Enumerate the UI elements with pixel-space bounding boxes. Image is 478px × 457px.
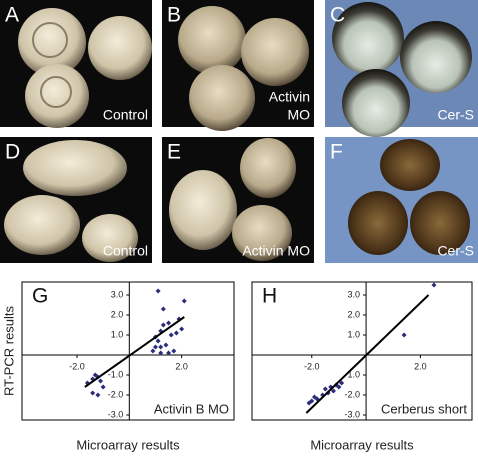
data-point bbox=[166, 350, 172, 356]
y-tick-label: 1.0 bbox=[348, 329, 361, 339]
y-tick-label: 3.0 bbox=[111, 289, 124, 299]
scatter-plot: -2.0 2.0 3.0 2.0 1.0 -1.0 -2.0 -3.0 G Activin B M… bbox=[1, 281, 235, 452]
data-point bbox=[152, 344, 158, 350]
plots: -2.0 2.0 3.0 2.0 1.0 -1.0 -2.0 -3.0 G Activin B M… bbox=[1, 281, 473, 452]
panel-caption: Activin bbox=[269, 89, 310, 105]
x-tick-label: 2.0 bbox=[414, 361, 427, 371]
plot-annotation: Cerberus short bbox=[381, 401, 467, 416]
data-point bbox=[330, 388, 336, 394]
data-point bbox=[163, 342, 169, 348]
y-tick-label: 2.0 bbox=[348, 309, 361, 319]
x-tick-label: 2.0 bbox=[175, 361, 188, 371]
data-point bbox=[90, 390, 96, 396]
data-point bbox=[181, 298, 187, 304]
panel-letter: D bbox=[5, 141, 20, 164]
data-point bbox=[431, 282, 437, 288]
data-point bbox=[173, 330, 179, 336]
y-tick-label: 1.0 bbox=[111, 329, 124, 339]
data-point bbox=[336, 384, 342, 390]
scatter-plot: -2.0 2.0 3.0 2.0 1.0 -1.0 -2.0 -3.0 H Cerberus sh… bbox=[251, 281, 473, 452]
panel-caption: Control bbox=[103, 243, 148, 259]
data-point bbox=[155, 338, 161, 344]
plot-annotation: Activin B MO bbox=[154, 401, 229, 416]
data-point bbox=[100, 384, 106, 390]
panel-letter: H bbox=[262, 285, 277, 308]
trend-line bbox=[305, 294, 430, 414]
data-point bbox=[160, 322, 166, 328]
plot-frame bbox=[251, 281, 473, 421]
x-tick-label: -2.0 bbox=[69, 361, 85, 371]
data-point bbox=[179, 326, 185, 332]
data-point bbox=[166, 320, 172, 326]
x-tick-label: -2.0 bbox=[304, 361, 320, 371]
data-point bbox=[158, 344, 164, 350]
panel-letter: B bbox=[167, 4, 181, 27]
panel-letter: F bbox=[330, 141, 343, 164]
panel-letter: A bbox=[5, 4, 19, 27]
data-point bbox=[158, 350, 164, 356]
data-point bbox=[150, 348, 156, 354]
y-axis-label: RT-PCR results bbox=[1, 305, 16, 396]
data-point bbox=[160, 306, 166, 312]
panel-caption: Cer-S bbox=[437, 243, 474, 259]
data-point bbox=[309, 398, 315, 404]
data-point bbox=[322, 386, 328, 392]
data-point bbox=[171, 348, 177, 354]
data-point bbox=[95, 392, 101, 398]
y-tick-label: -3.0 bbox=[345, 409, 361, 419]
y-tick-label: 2.0 bbox=[111, 309, 124, 319]
data-point bbox=[98, 378, 104, 384]
photo-panels bbox=[0, 0, 478, 263]
data-point bbox=[339, 380, 345, 386]
y-tick-label: -2.0 bbox=[108, 389, 124, 399]
panel-letter: C bbox=[330, 4, 345, 27]
trend-line bbox=[84, 316, 185, 388]
panel-letter: G bbox=[32, 285, 48, 308]
panel-caption: Cer-S bbox=[437, 107, 474, 123]
x-axis-label: Microarray results bbox=[310, 437, 414, 452]
panel-caption: Activin MO bbox=[242, 243, 310, 259]
x-axis-label: Microarray results bbox=[76, 437, 180, 452]
y-tick-label: -2.0 bbox=[345, 389, 361, 399]
plot-frame bbox=[21, 281, 235, 421]
data-point bbox=[311, 394, 317, 400]
photo-labels: A Control B Activin MO C Cer-S D Control E Activin… bbox=[5, 4, 474, 259]
panel-letter: E bbox=[167, 141, 181, 164]
data-point bbox=[401, 332, 407, 338]
y-tick-label: -3.0 bbox=[108, 409, 124, 419]
data-point bbox=[168, 332, 174, 338]
y-tick-label: -1.0 bbox=[108, 369, 124, 379]
panel-caption: Control bbox=[103, 107, 148, 123]
panel-caption: MO bbox=[287, 107, 310, 123]
y-tick-label: 3.0 bbox=[348, 289, 361, 299]
y-tick-label: -1.0 bbox=[345, 369, 361, 379]
data-point bbox=[155, 288, 161, 294]
